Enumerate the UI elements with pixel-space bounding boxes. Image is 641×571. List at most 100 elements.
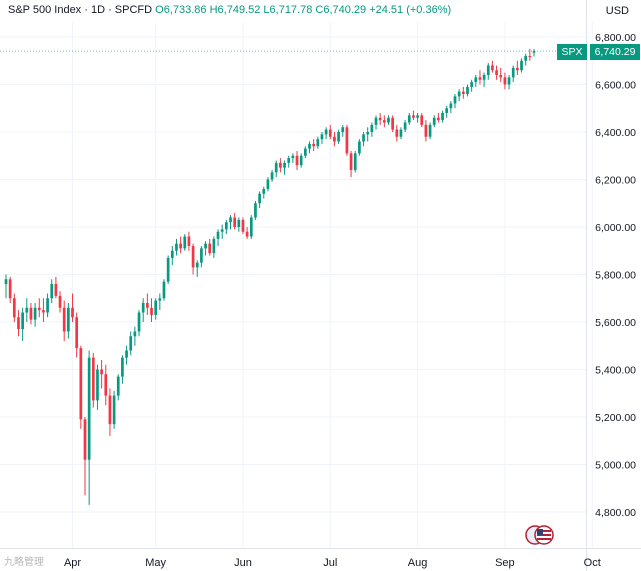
candle-body[interactable]: [141, 303, 145, 313]
candle-body[interactable]: [395, 129, 399, 137]
candle-body[interactable]: [67, 307, 70, 332]
candle-body[interactable]: [453, 96, 457, 104]
candle-body[interactable]: [432, 117, 436, 125]
candle-body[interactable]: [46, 298, 49, 313]
candle-body[interactable]: [499, 75, 503, 78]
candle-body[interactable]: [42, 310, 45, 313]
candle-body[interactable]: [287, 158, 291, 163]
candle-body[interactable]: [308, 143, 311, 149]
candle-body[interactable]: [229, 217, 232, 223]
candle-body[interactable]: [320, 134, 324, 140]
candle-body[interactable]: [104, 374, 108, 396]
candle-body[interactable]: [403, 122, 407, 130]
candle-body[interactable]: [441, 113, 444, 121]
candle-body[interactable]: [291, 155, 295, 159]
candle-body[interactable]: [353, 153, 357, 170]
currency-label[interactable]: USD: [605, 5, 629, 17]
candle-body[interactable]: [391, 117, 394, 130]
candle-body[interactable]: [279, 162, 282, 168]
candle-body[interactable]: [254, 203, 257, 218]
candle-body[interactable]: [474, 77, 478, 83]
candle-body[interactable]: [316, 139, 320, 147]
candle-body[interactable]: [362, 134, 365, 142]
candle-body[interactable]: [208, 243, 212, 254]
candle-body[interactable]: [58, 295, 62, 308]
candle-body[interactable]: [116, 376, 120, 396]
candle-body[interactable]: [382, 120, 386, 123]
candle-body[interactable]: [283, 162, 286, 168]
candle-body[interactable]: [71, 307, 74, 318]
candle-body[interactable]: [399, 129, 403, 137]
candle-body[interactable]: [378, 117, 382, 121]
candle-body[interactable]: [366, 132, 370, 135]
candle-body[interactable]: [470, 82, 473, 87]
candle-body[interactable]: [303, 148, 307, 156]
candle-body[interactable]: [457, 91, 461, 97]
candle-body[interactable]: [299, 155, 303, 166]
candle-body[interactable]: [337, 132, 340, 142]
candle-body[interactable]: [387, 117, 390, 123]
us-flag-icon[interactable]: [525, 525, 555, 545]
candle-body[interactable]: [224, 222, 228, 230]
candle-body[interactable]: [412, 115, 415, 118]
candle-body[interactable]: [220, 229, 224, 232]
candle-body[interactable]: [416, 115, 419, 118]
candle-body[interactable]: [212, 238, 216, 254]
candle-body[interactable]: [91, 357, 95, 401]
candle-body[interactable]: [503, 77, 507, 85]
candle-body[interactable]: [249, 217, 253, 237]
candle-body[interactable]: [324, 129, 328, 135]
candle-body[interactable]: [183, 236, 187, 249]
candle-body[interactable]: [195, 262, 199, 268]
candle-body[interactable]: [420, 115, 424, 125]
candle-body[interactable]: [345, 127, 349, 154]
candle-body[interactable]: [162, 281, 166, 299]
candle-body[interactable]: [54, 284, 58, 296]
candle-body[interactable]: [75, 317, 79, 349]
candle-body[interactable]: [4, 279, 8, 284]
candle-body[interactable]: [133, 331, 137, 337]
candle-body[interactable]: [79, 348, 83, 420]
candle-body[interactable]: [200, 248, 203, 263]
candle-body[interactable]: [21, 312, 24, 330]
candle-body[interactable]: [466, 86, 469, 94]
candle-body[interactable]: [87, 357, 91, 460]
candle-body[interactable]: [478, 77, 482, 80]
candle-body[interactable]: [170, 250, 174, 258]
candle-body[interactable]: [175, 243, 178, 251]
candle-body[interactable]: [482, 75, 486, 80]
candle-body[interactable]: [17, 317, 20, 330]
candle-body[interactable]: [179, 243, 182, 249]
candle-body[interactable]: [125, 350, 128, 358]
candle-body[interactable]: [237, 219, 241, 227]
candle-body[interactable]: [507, 77, 511, 85]
candle-body[interactable]: [349, 153, 353, 170]
candle-body[interactable]: [12, 298, 16, 318]
candle-body[interactable]: [112, 395, 116, 425]
candle-body[interactable]: [295, 155, 299, 166]
candle-body[interactable]: [370, 124, 374, 132]
candle-body[interactable]: [191, 246, 195, 268]
candle-body[interactable]: [233, 217, 237, 228]
candle-body[interactable]: [437, 117, 440, 121]
candle-body[interactable]: [108, 395, 112, 425]
candle-body[interactable]: [8, 279, 12, 299]
candle-body[interactable]: [154, 300, 158, 315]
candle-body[interactable]: [96, 369, 99, 401]
candle-body[interactable]: [445, 108, 449, 113]
candle-body[interactable]: [312, 143, 316, 147]
candle-body[interactable]: [333, 136, 336, 142]
candle-body[interactable]: [29, 307, 33, 320]
candle-body[interactable]: [516, 67, 519, 71]
candle-body[interactable]: [486, 65, 490, 76]
candle-body[interactable]: [274, 162, 278, 173]
candle-body[interactable]: [262, 189, 266, 194]
candle-body[interactable]: [449, 103, 453, 109]
candle-body[interactable]: [245, 231, 249, 237]
candle-body[interactable]: [129, 336, 133, 351]
candle-body[interactable]: [100, 369, 103, 375]
candle-body[interactable]: [241, 219, 245, 232]
candle-body[interactable]: [528, 56, 532, 57]
candle-body[interactable]: [121, 357, 124, 377]
